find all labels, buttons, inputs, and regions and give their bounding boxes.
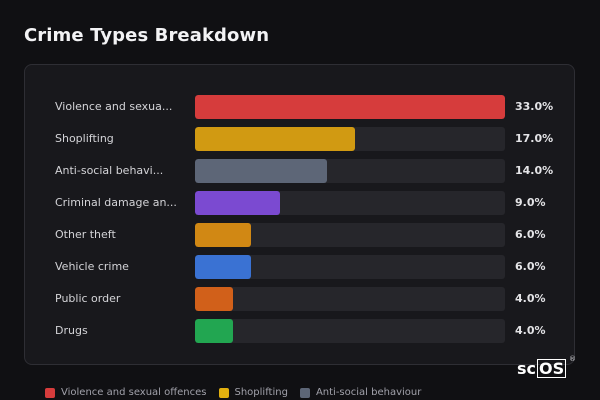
legend-item[interactable]: Violence and sexual offences xyxy=(45,387,207,399)
bar[interactable] xyxy=(195,95,505,119)
logo-boxed: OS xyxy=(537,358,567,378)
bar-label: Shoplifting xyxy=(55,132,114,145)
bar-value-label: 14.0% xyxy=(515,164,554,177)
bar[interactable] xyxy=(195,255,251,279)
legend-swatch xyxy=(299,388,310,398)
legend-item[interactable]: Shoplifting xyxy=(218,387,288,399)
legend-swatch xyxy=(45,388,55,398)
bar[interactable] xyxy=(195,159,327,183)
bar-track xyxy=(195,191,505,215)
bar-label: Other theft xyxy=(55,228,116,241)
logo-registered-mark: ® xyxy=(569,355,576,363)
legend-label: Anti-social behaviour xyxy=(315,387,422,398)
bar-value-label: 4.0% xyxy=(515,292,546,305)
bar-track xyxy=(195,319,505,343)
bar-value-label: 9.0% xyxy=(515,196,546,209)
bar-label: Criminal damage an... xyxy=(55,196,177,209)
bar-value-label: 17.0% xyxy=(515,132,554,145)
bar[interactable] xyxy=(195,319,233,343)
bar-track xyxy=(195,255,505,279)
chart-legend: Violence and sexual offences Shoplifting A… xyxy=(45,387,433,399)
bar-track xyxy=(195,287,505,311)
legend-swatch xyxy=(218,388,229,398)
bar-value-label: 6.0% xyxy=(515,228,546,241)
bar-label: Vehicle crime xyxy=(55,260,129,273)
bar[interactable] xyxy=(195,287,233,311)
logo-prefix: sc xyxy=(517,358,537,378)
bar-track xyxy=(195,223,505,247)
legend-item[interactable]: Anti-social behaviour xyxy=(299,387,422,399)
bar-value-label: 33.0% xyxy=(515,100,554,113)
bar-label: Public order xyxy=(55,292,121,305)
bar-label: Violence and sexua... xyxy=(55,100,173,113)
chart-title: Crime Types Breakdown xyxy=(24,25,270,46)
bar-label: Drugs xyxy=(55,324,88,337)
bar[interactable] xyxy=(195,127,355,151)
scos-logo: sc OS xyxy=(517,358,567,378)
bar-value-label: 6.0% xyxy=(515,260,546,273)
bar-value-label: 4.0% xyxy=(515,324,546,337)
legend-label: Violence and sexual offences xyxy=(61,387,207,398)
bar-track xyxy=(195,159,505,183)
bar[interactable] xyxy=(195,191,280,215)
legend-label: Shoplifting xyxy=(234,387,288,398)
bar-track xyxy=(195,127,505,151)
bar[interactable] xyxy=(195,223,251,247)
bar-label: Anti-social behavi... xyxy=(55,164,164,177)
bar-track xyxy=(195,95,505,119)
